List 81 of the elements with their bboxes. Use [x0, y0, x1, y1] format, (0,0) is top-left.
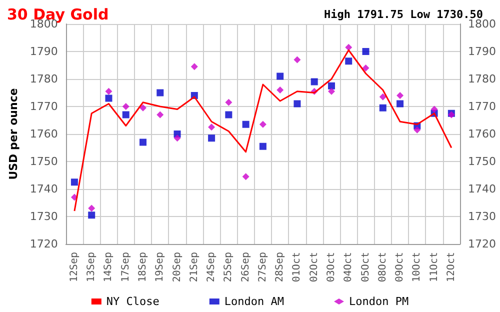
- point: [225, 111, 232, 118]
- x-tick-label: 14Sep: [103, 252, 114, 282]
- point: [310, 78, 318, 86]
- legend-label: NY Close: [106, 295, 160, 308]
- point: [328, 82, 335, 90]
- x-tick-label: 09Oct: [394, 252, 406, 282]
- x-tick-label: 12Oct: [446, 252, 457, 282]
- y-tick-label: 1770: [30, 100, 58, 113]
- x-tick-label: 12Sep: [68, 252, 80, 282]
- point: [88, 204, 96, 212]
- x-tick-label: 05Oct: [360, 252, 372, 282]
- y2-tick-label: 1730: [468, 210, 496, 223]
- point: [70, 178, 78, 186]
- point: [294, 56, 301, 64]
- point: [430, 106, 438, 113]
- point: [259, 120, 266, 128]
- y-tick-label: 1760: [30, 128, 58, 140]
- x-tick-label: 20Sep: [172, 252, 183, 282]
- x-tick-label: 25Sep: [223, 252, 234, 282]
- x-tick-label: 13Sep: [86, 252, 98, 282]
- point: [396, 100, 404, 108]
- y-tick-label: 1730: [30, 210, 58, 223]
- x-tick-label: 04Oct: [343, 252, 354, 282]
- legend-label: London AM: [224, 295, 284, 308]
- point: [276, 72, 284, 80]
- point: [345, 58, 352, 65]
- point: [140, 104, 146, 112]
- y-tick-label: 1750: [30, 155, 58, 168]
- y2-tick-label: 1770: [468, 100, 496, 113]
- y2-tick-label: 1750: [468, 155, 496, 168]
- x-tick-label: 27Sep: [257, 252, 268, 282]
- point: [156, 111, 164, 118]
- point: [208, 124, 216, 131]
- point: [122, 103, 130, 110]
- legend-label: London PM: [348, 295, 409, 308]
- x-tick-label: 17Sep: [120, 252, 132, 282]
- y2-tick-label: 1780: [468, 72, 496, 86]
- x-tick-label: 02Oct: [308, 252, 320, 282]
- x-tick-label: 08Oct: [377, 252, 388, 282]
- point: [379, 93, 386, 100]
- x-tick-label: 11Oct: [428, 252, 440, 282]
- y2-tick-label: 1740: [468, 182, 496, 196]
- point: [414, 126, 421, 134]
- point: [328, 88, 335, 95]
- y2-tick-label: 1720: [468, 238, 496, 250]
- point: [362, 48, 370, 55]
- y-tick-label: 1740: [30, 182, 58, 196]
- point: [379, 104, 386, 112]
- point: [174, 134, 181, 142]
- y2-tick-label: 1790: [468, 45, 496, 58]
- x-tick-label: 21Sep: [188, 252, 200, 282]
- point: [276, 86, 284, 94]
- x-tick-label: 01Oct: [292, 252, 303, 282]
- y-axis-title: USD per ounce: [7, 88, 20, 180]
- point: [242, 173, 250, 180]
- point: [105, 94, 112, 102]
- point: [208, 134, 216, 142]
- point: [259, 142, 266, 150]
- y2-tick-label: 1760: [468, 128, 496, 140]
- point: [140, 138, 146, 146]
- x-tick-label: 03Oct: [326, 252, 337, 282]
- x-tick-label: 18Sep: [138, 252, 148, 282]
- point: [105, 88, 112, 95]
- point: [294, 100, 301, 108]
- point: [156, 89, 164, 96]
- x-tick-label: 19Sep: [154, 252, 166, 282]
- point: [345, 44, 352, 51]
- point: [122, 111, 130, 118]
- x-tick-label: 26Sep: [240, 252, 252, 282]
- x-tick-label: 28Sep: [274, 252, 286, 282]
- point: [88, 212, 96, 219]
- point: [362, 64, 370, 72]
- point: [396, 92, 404, 99]
- y-tick-label: 1790: [30, 45, 58, 58]
- point: [242, 120, 250, 128]
- point: [190, 63, 198, 70]
- x-tick-label: 24Sep: [206, 252, 218, 282]
- y-tick-label: 1780: [30, 72, 58, 86]
- point: [225, 98, 232, 106]
- x-tick-label: 10Oct: [412, 252, 423, 282]
- y-tick-label: 1720: [30, 238, 58, 250]
